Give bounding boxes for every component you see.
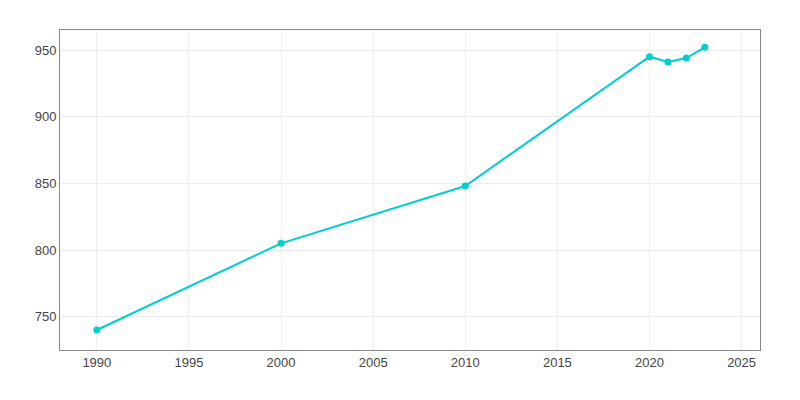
svg-text:850: 850 bbox=[35, 176, 57, 191]
svg-text:900: 900 bbox=[35, 109, 57, 124]
svg-text:2005: 2005 bbox=[359, 355, 388, 370]
svg-text:2010: 2010 bbox=[451, 355, 480, 370]
svg-text:800: 800 bbox=[35, 243, 57, 258]
svg-text:1995: 1995 bbox=[174, 355, 203, 370]
svg-text:950: 950 bbox=[35, 43, 57, 58]
svg-text:2025: 2025 bbox=[727, 355, 756, 370]
svg-text:1990: 1990 bbox=[82, 355, 111, 370]
svg-text:750: 750 bbox=[35, 309, 57, 324]
svg-text:2000: 2000 bbox=[267, 355, 296, 370]
svg-text:2020: 2020 bbox=[635, 355, 664, 370]
svg-text:2015: 2015 bbox=[543, 355, 572, 370]
